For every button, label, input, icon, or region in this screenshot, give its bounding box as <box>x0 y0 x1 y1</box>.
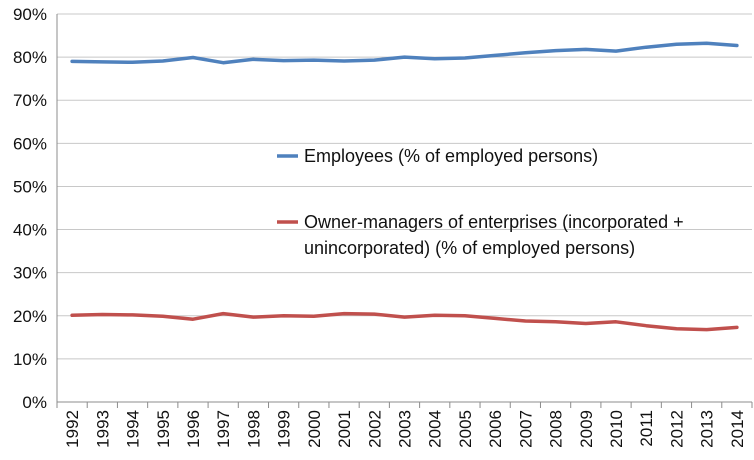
y-tick-label: 0% <box>22 393 47 412</box>
y-tick-label: 30% <box>13 264 47 283</box>
x-tick-label: 2003 <box>396 410 415 448</box>
x-tick-label: 2008 <box>547 410 566 448</box>
y-tick-label: 10% <box>13 350 47 369</box>
x-axis-tick-labels: 1992 1993 1994 1995 1996 1997 1998 1999 2000 2001… <box>63 410 747 448</box>
series-lines <box>70 41 739 332</box>
x-tick-label: 2011 <box>637 410 656 447</box>
x-tick-label: 2010 <box>607 410 626 448</box>
y-tick-label: 60% <box>13 134 47 153</box>
x-tick-label: 2006 <box>486 410 505 448</box>
y-tick-label: 50% <box>13 177 47 196</box>
x-tick-label: 1999 <box>275 410 294 448</box>
gridlines <box>56 13 753 408</box>
x-tick-label: 2001 <box>335 410 354 448</box>
x-tick-label: 1998 <box>244 410 263 448</box>
series-line-owner-managers <box>70 311 739 332</box>
x-tick-label: 2000 <box>305 410 324 448</box>
legend-label: Owner-managers of enterprises (incorpora… <box>304 212 684 232</box>
x-tick-label: 1997 <box>214 410 233 448</box>
x-tick-label: 2009 <box>577 410 596 448</box>
series-line-employees <box>70 41 739 65</box>
legend-label: Employees (% of employed persons) <box>304 146 598 166</box>
x-tick-label: 2012 <box>667 410 686 448</box>
y-tick-label: 80% <box>13 48 47 67</box>
x-tick-label: 2002 <box>365 410 384 448</box>
x-tick-label: 2005 <box>456 410 475 448</box>
x-tick-label: 1996 <box>184 410 203 448</box>
x-tick-label: 2013 <box>698 410 717 448</box>
x-tick-label: 1993 <box>93 410 112 448</box>
y-axis-tick-labels: 0% 10% 20% 30% 40% 50% 60% 70% 80% 90% <box>13 5 47 412</box>
y-tick-label: 70% <box>13 91 47 110</box>
x-tick-label: 2007 <box>516 410 535 448</box>
x-tick-label: 1995 <box>154 410 173 448</box>
y-tick-label: 20% <box>13 307 47 326</box>
x-tick-label: 1992 <box>63 410 82 448</box>
x-tick-label: 1994 <box>124 410 143 448</box>
y-tick-label: 90% <box>13 5 47 24</box>
y-tick-label: 40% <box>13 221 47 240</box>
legend-label: unincorporated) (% of employed persons) <box>304 238 635 258</box>
x-tick-label: 2014 <box>728 410 747 448</box>
x-tick-label: 2004 <box>426 410 445 448</box>
legend: Employees (% of employed persons) Owner-m… <box>277 146 684 258</box>
